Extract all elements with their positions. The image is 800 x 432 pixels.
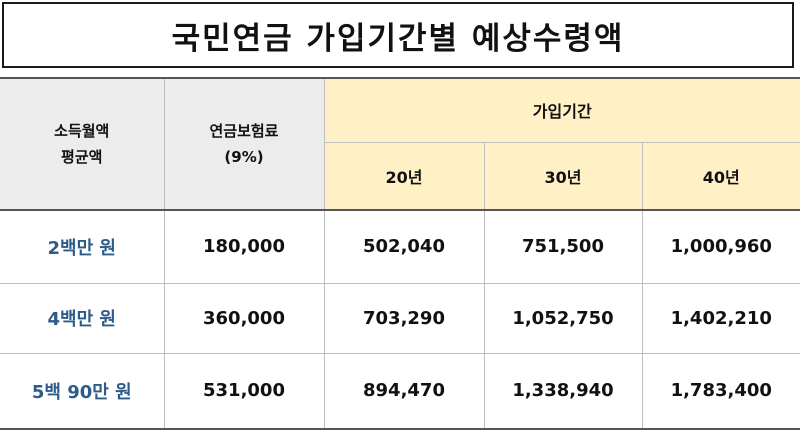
benefit-40-cell: 1,402,210	[642, 283, 800, 354]
period-header: 가입기간	[324, 78, 800, 143]
benefit-30-cell: 1,338,940	[484, 353, 643, 430]
premium-cell: 180,000	[164, 210, 325, 284]
benefit-40-cell: 1,783,400	[642, 353, 800, 430]
year-40-header: 40년	[642, 142, 800, 211]
year-30-header: 30년	[484, 142, 643, 211]
income-cell: 2백만 원	[0, 210, 165, 284]
benefit-20-cell: 703,290	[324, 283, 485, 354]
premium-header-line2: (9%)	[224, 148, 264, 166]
income-cell: 4백만 원	[0, 283, 165, 354]
income-cell: 5백 90만 원	[0, 353, 165, 430]
table-row: 5백 90만 원 531,000 894,470 1,338,940 1,783…	[0, 353, 800, 430]
benefit-20-cell: 894,470	[324, 353, 485, 430]
page-title: 국민연금 가입기간별 예상수령액	[2, 2, 794, 68]
premium-header: 연금보험료 (9%)	[164, 78, 325, 211]
year-20-header: 20년	[324, 142, 485, 211]
pension-table: 소득월액 평균액 연금보험료 (9%) 가입기간 20년 30년 40년 2백만…	[0, 77, 800, 430]
table-row: 2백만 원 180,000 502,040 751,500 1,000,960	[0, 210, 800, 284]
premium-cell: 360,000	[164, 283, 325, 354]
income-header: 소득월액 평균액	[0, 78, 165, 211]
premium-header-line1: 연금보험료	[209, 122, 279, 140]
table-row: 4백만 원 360,000 703,290 1,052,750 1,402,21…	[0, 283, 800, 354]
benefit-40-cell: 1,000,960	[642, 210, 800, 284]
benefit-30-cell: 1,052,750	[484, 283, 643, 354]
premium-cell: 531,000	[164, 353, 325, 430]
income-header-line2: 평균액	[61, 148, 103, 166]
benefit-20-cell: 502,040	[324, 210, 485, 284]
income-header-line1: 소득월액	[54, 122, 110, 140]
benefit-30-cell: 751,500	[484, 210, 643, 284]
